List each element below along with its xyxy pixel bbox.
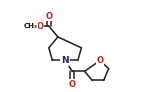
Text: O: O <box>45 12 52 21</box>
Text: N: N <box>61 56 69 65</box>
Text: CH₃: CH₃ <box>24 23 38 29</box>
Text: O: O <box>36 22 43 31</box>
Text: O: O <box>97 56 104 65</box>
Text: O: O <box>69 80 76 89</box>
